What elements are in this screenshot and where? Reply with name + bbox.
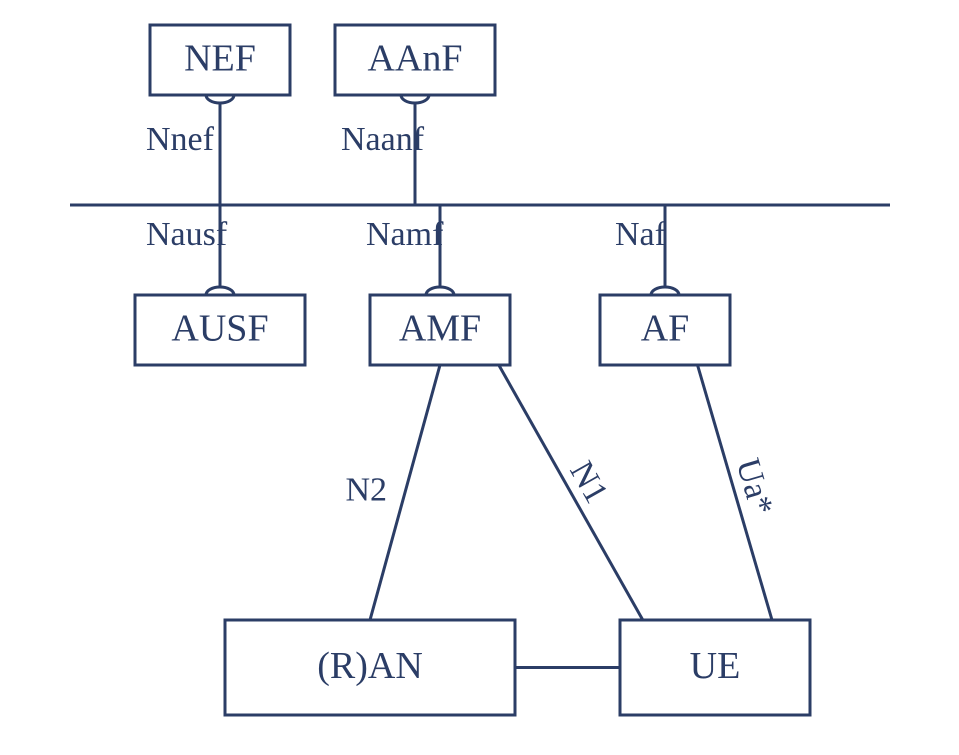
node-label-ran: (R)AN (317, 645, 423, 687)
edge-label-N2: N2 (345, 472, 387, 509)
node-label-amf: AMF (399, 308, 481, 350)
edge-label-Ua*: Ua* (729, 454, 780, 519)
node-label-af: AF (641, 308, 690, 350)
service-label-Namf: Namf (366, 216, 444, 253)
edge-label-N1: N1 (562, 455, 615, 509)
node-label-aanf: AAnF (367, 38, 462, 80)
node-label-nef: NEF (184, 38, 256, 80)
edge-amf-ue (499, 365, 643, 620)
service-label-Nnef: Nnef (146, 121, 215, 158)
service-label-Naanf: Naanf (341, 121, 425, 158)
node-label-ausf: AUSF (171, 308, 268, 350)
network-diagram: N2 N1 Ua* Nnef Naanf Nausf Namf Naf NEF AAnF AUSF A… (0, 0, 959, 755)
service-label-Naf: Naf (615, 216, 667, 253)
node-label-ue: UE (690, 645, 741, 687)
service-label-Nausf: Nausf (146, 216, 228, 253)
